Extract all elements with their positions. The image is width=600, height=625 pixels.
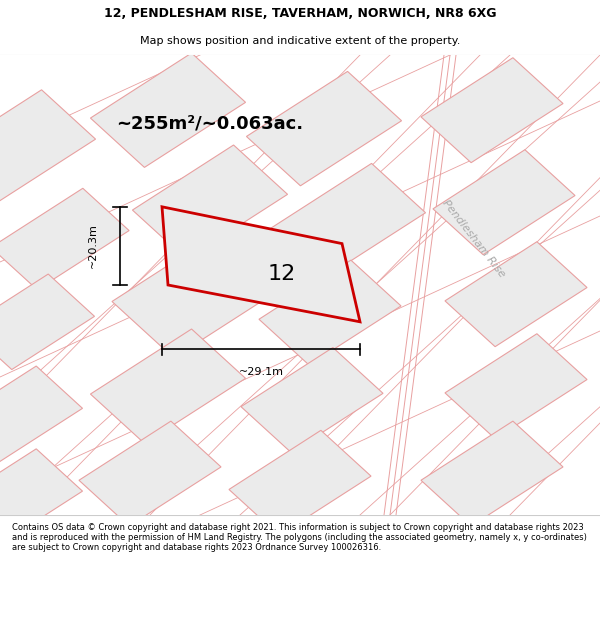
Polygon shape bbox=[247, 71, 401, 186]
Text: ~20.3m: ~20.3m bbox=[88, 224, 98, 268]
Polygon shape bbox=[445, 334, 587, 439]
Polygon shape bbox=[133, 145, 287, 259]
Text: 12: 12 bbox=[268, 264, 296, 284]
Polygon shape bbox=[112, 231, 284, 358]
Polygon shape bbox=[91, 53, 245, 168]
Text: Pendlesham Rise: Pendlesham Rise bbox=[441, 198, 507, 279]
Polygon shape bbox=[79, 421, 221, 526]
Polygon shape bbox=[421, 58, 563, 162]
Polygon shape bbox=[162, 207, 360, 322]
Polygon shape bbox=[91, 329, 245, 443]
Polygon shape bbox=[433, 150, 575, 254]
Text: ~255m²/~0.063ac.: ~255m²/~0.063ac. bbox=[116, 115, 304, 133]
Polygon shape bbox=[0, 449, 83, 544]
Polygon shape bbox=[241, 348, 383, 452]
Text: Contains OS data © Crown copyright and database right 2021. This information is : Contains OS data © Crown copyright and d… bbox=[12, 522, 587, 552]
Text: ~29.1m: ~29.1m bbox=[239, 368, 284, 378]
Polygon shape bbox=[0, 188, 129, 290]
Polygon shape bbox=[0, 366, 83, 461]
Polygon shape bbox=[271, 163, 425, 278]
Polygon shape bbox=[229, 431, 371, 535]
Text: Map shows position and indicative extent of the property.: Map shows position and indicative extent… bbox=[140, 36, 460, 46]
Polygon shape bbox=[421, 421, 563, 526]
Polygon shape bbox=[0, 274, 95, 369]
Polygon shape bbox=[445, 242, 587, 347]
Text: 12, PENDLESHAM RISE, TAVERHAM, NORWICH, NR8 6XG: 12, PENDLESHAM RISE, TAVERHAM, NORWICH, … bbox=[104, 8, 496, 20]
Polygon shape bbox=[0, 90, 95, 204]
Polygon shape bbox=[259, 260, 401, 365]
